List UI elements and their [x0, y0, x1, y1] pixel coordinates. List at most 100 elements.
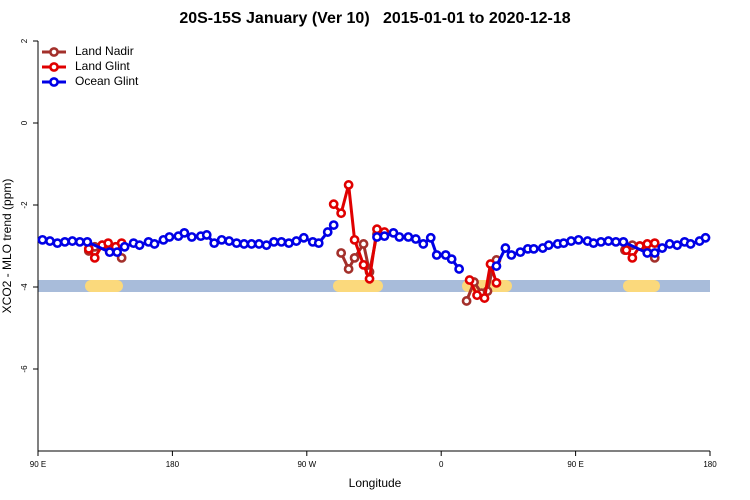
data-point — [491, 277, 502, 288]
data-point — [566, 236, 577, 246]
data-point — [418, 239, 429, 249]
data-point — [164, 232, 175, 242]
legend-marker — [49, 62, 59, 72]
data-point — [149, 239, 160, 249]
x-tick-label: 0 — [439, 460, 444, 469]
data-point — [431, 250, 442, 260]
data-point — [506, 250, 517, 260]
data-point — [103, 238, 114, 249]
data-point — [45, 236, 55, 246]
data-point — [343, 180, 354, 190]
data-point — [649, 238, 660, 249]
data-point — [700, 232, 711, 243]
data-point — [461, 296, 472, 306]
legend-marker — [49, 47, 59, 57]
data-point — [446, 254, 457, 265]
data-point — [379, 231, 390, 242]
data-point — [558, 238, 569, 249]
legend-label: Ocean Glint — [75, 74, 139, 88]
data-point — [231, 238, 242, 249]
data-point — [528, 243, 539, 254]
data-point — [82, 236, 93, 247]
data-point — [410, 234, 421, 244]
data-point — [543, 240, 554, 251]
x-axis-label: Longitude — [349, 476, 402, 490]
data-point — [89, 252, 100, 263]
data-point — [573, 234, 584, 245]
data-point — [358, 239, 369, 249]
land-ocean-band — [38, 280, 710, 292]
data-point — [119, 241, 130, 252]
data-point — [425, 232, 436, 243]
data-point — [224, 236, 235, 246]
data-point — [104, 247, 115, 258]
data-point — [685, 239, 696, 249]
data-point — [349, 252, 360, 263]
data-point — [269, 236, 279, 247]
data-point — [657, 243, 668, 253]
data-point — [343, 264, 354, 274]
data-point — [59, 236, 70, 247]
data-point — [394, 232, 405, 242]
data-point — [254, 239, 264, 249]
y-tick-label: 2 — [20, 38, 29, 43]
data-point — [328, 220, 339, 230]
data-point — [336, 208, 347, 219]
x-tick-label: 180 — [703, 460, 717, 469]
legend-label: Land Glint — [75, 59, 130, 73]
x-tick-label: 90 E — [567, 460, 583, 469]
data-point — [349, 234, 360, 245]
data-point — [37, 234, 48, 245]
data-point — [603, 236, 614, 246]
data-point — [642, 239, 653, 249]
data-point — [134, 240, 145, 251]
data-point — [364, 273, 375, 284]
data-point — [479, 293, 490, 303]
y-tick-label: -4 — [20, 283, 29, 291]
data-point — [372, 224, 382, 235]
data-point — [672, 240, 683, 251]
data-point — [464, 275, 475, 285]
data-point — [67, 236, 78, 246]
data-point — [515, 247, 526, 258]
y-tick-label: -2 — [20, 201, 29, 209]
legend-label: Land Nadir — [75, 44, 134, 58]
data-point — [52, 238, 63, 249]
data-point — [239, 239, 249, 249]
data-point — [358, 259, 369, 270]
data-point — [283, 238, 294, 249]
data-point — [276, 236, 287, 247]
data-point — [328, 199, 339, 210]
data-point — [500, 243, 511, 253]
y-axis-label: XCO2 - MLO trend (ppm) — [0, 179, 14, 314]
data-point — [112, 247, 123, 258]
data-point — [179, 227, 190, 238]
data-point — [322, 227, 333, 237]
data-point — [621, 245, 632, 255]
chart-title: 20S-15S January (Ver 10) 2015-01-01 to 2… — [179, 10, 570, 27]
data-point — [209, 238, 220, 249]
data-point — [491, 261, 502, 271]
data-point — [201, 230, 212, 240]
data-point — [649, 248, 660, 258]
legend-marker — [49, 77, 59, 87]
x-tick-label: 90 E — [30, 460, 46, 469]
data-point — [588, 238, 599, 249]
data-point — [74, 236, 85, 247]
data-point — [664, 239, 675, 249]
data-point — [611, 236, 621, 247]
x-tick-label: 180 — [166, 460, 180, 469]
y-tick-label: 0 — [20, 120, 29, 125]
data-point — [336, 248, 347, 258]
data-point — [642, 248, 653, 258]
data-point — [403, 232, 414, 242]
y-tick-label: -6 — [20, 365, 29, 373]
data-point — [454, 264, 465, 274]
data-point — [627, 252, 638, 263]
data-point — [372, 232, 382, 242]
data-point — [298, 232, 309, 243]
data-point — [313, 238, 324, 249]
data-point — [216, 234, 227, 245]
data-point — [261, 240, 272, 251]
